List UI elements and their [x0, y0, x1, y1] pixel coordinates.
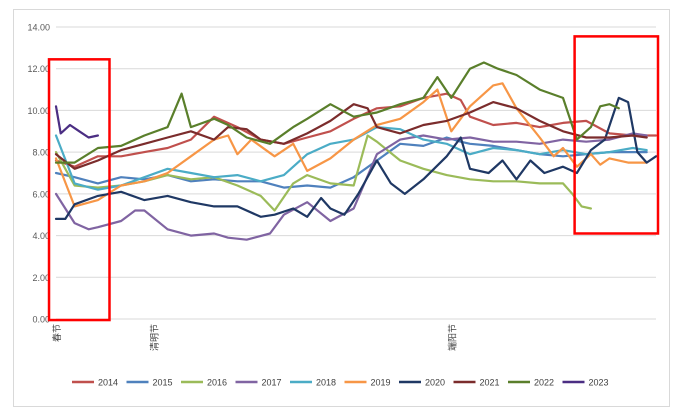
chart-frame: 0.00 2.00 4.00 6.00 8.00 10.00 12.00 14.00 春节 清明… — [13, 9, 670, 407]
series-line-2021 — [54, 101, 648, 170]
legend-label: 2016 — [207, 378, 227, 388]
line-chart: 0.00 2.00 4.00 6.00 8.00 10.00 12.00 14.00 春节 清明… — [27, 23, 660, 388]
y-tick-label: 4.00 — [32, 231, 50, 241]
y-tick-label: 12.00 — [27, 64, 50, 74]
highlight-box-start — [47, 58, 111, 322]
legend-label: 2018 — [316, 378, 336, 388]
y-tick-label: 2.00 — [32, 273, 50, 283]
legend: 2014 2015 2016 2017 2018 2019 2020 2021 2022 2023 — [72, 378, 609, 388]
legend-label: 2021 — [480, 378, 500, 388]
gridlines — [56, 26, 656, 320]
legend-label: 2022 — [534, 378, 554, 388]
y-axis-ticks: 0.00 2.00 4.00 6.00 8.00 10.00 12.00 14.00 — [27, 23, 50, 325]
x-annotation-label: 清明节 — [149, 324, 160, 351]
series-lines — [54, 61, 658, 241]
y-tick-label: 14.00 — [27, 23, 50, 33]
series-line-2022 — [54, 61, 620, 164]
series-line-2019 — [54, 82, 648, 208]
highlight-box-end — [573, 35, 660, 235]
x-annotation-label: 端阳节 — [446, 324, 457, 351]
legend-label: 2020 — [425, 378, 445, 388]
legend-label: 2015 — [153, 378, 173, 388]
legend-label: 2014 — [98, 378, 118, 388]
y-tick-label: 8.00 — [32, 148, 50, 158]
series-line-2023 — [54, 105, 99, 139]
y-tick-label: 10.00 — [27, 106, 50, 116]
legend-label: 2017 — [262, 378, 282, 388]
y-tick-label: 6.00 — [32, 189, 50, 199]
series-line-2017 — [54, 132, 648, 241]
x-axis-annotations: 春节 清明节 端阳节 — [51, 324, 457, 351]
y-tick-label: 0.00 — [32, 315, 50, 325]
highlight-boxes — [47, 35, 660, 322]
x-annotation-label: 春节 — [51, 324, 62, 342]
legend-label: 2019 — [371, 378, 391, 388]
legend-label: 2023 — [589, 378, 609, 388]
series-line-2020 — [54, 96, 658, 220]
